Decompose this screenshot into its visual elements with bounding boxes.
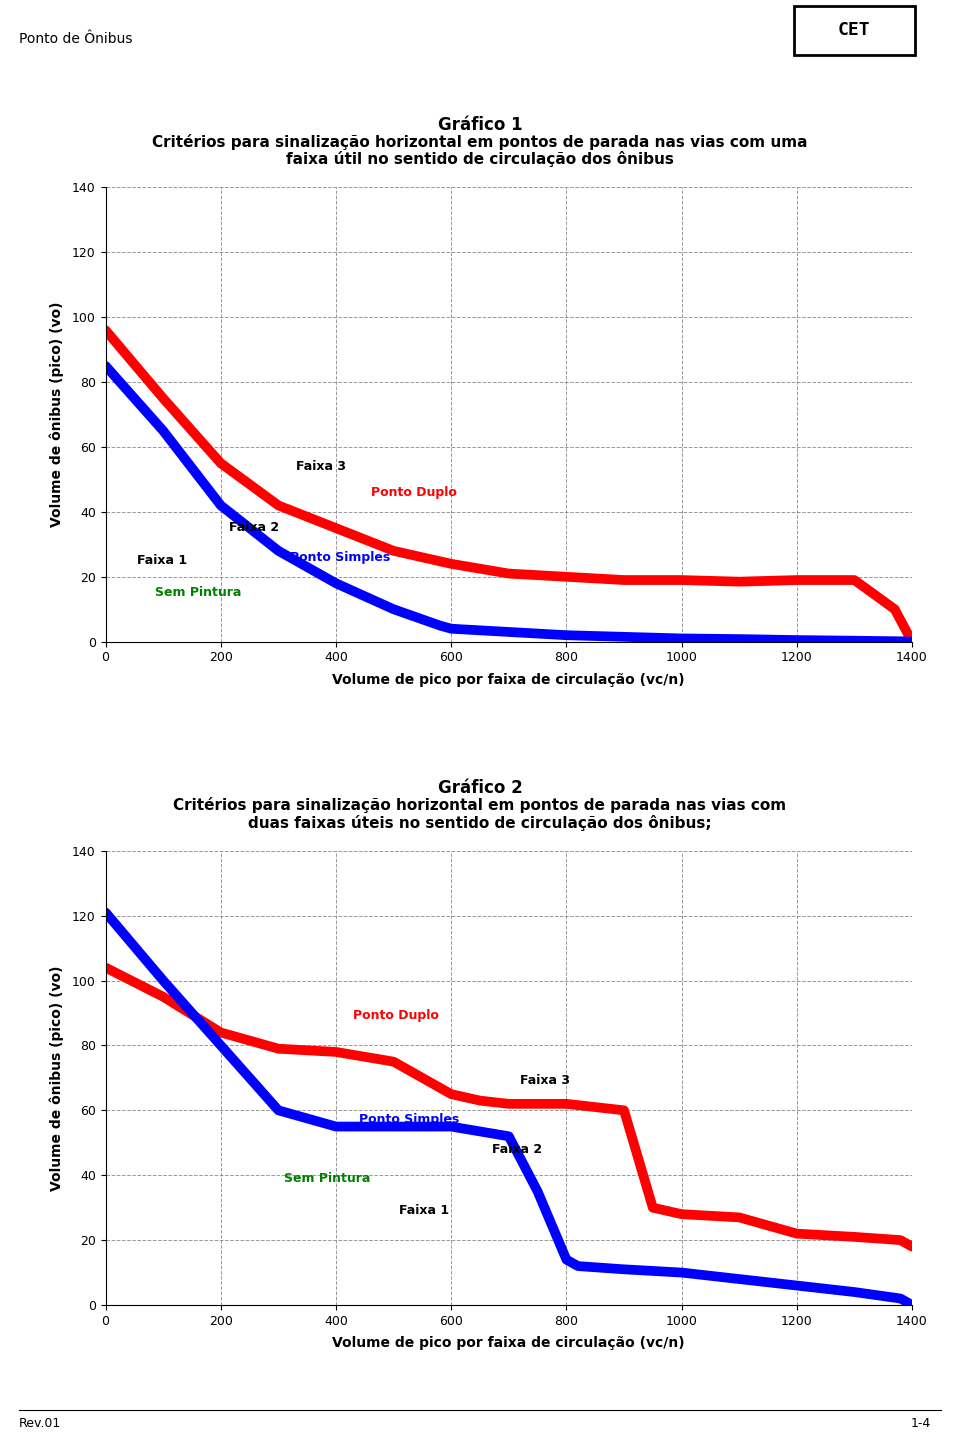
- X-axis label: Volume de pico por faixa de circulação (vc/n): Volume de pico por faixa de circulação (…: [332, 1337, 685, 1350]
- Text: Gráfico 1: Gráfico 1: [438, 117, 522, 134]
- Y-axis label: Volume de ônibus (pico) (vo): Volume de ônibus (pico) (vo): [49, 301, 63, 528]
- Text: Ponto Duplo: Ponto Duplo: [371, 486, 456, 499]
- Text: Critérios para sinalização horizontal em pontos de parada nas vias com uma: Critérios para sinalização horizontal em…: [153, 134, 807, 150]
- Text: Faixa 3: Faixa 3: [296, 460, 346, 473]
- Text: Rev.01: Rev.01: [19, 1416, 61, 1430]
- Text: 1-4: 1-4: [911, 1416, 931, 1430]
- X-axis label: Volume de pico por faixa de circulação (vc/n): Volume de pico por faixa de circulação (…: [332, 673, 685, 686]
- Text: Critérios para sinalização horizontal em pontos de parada nas vias com: Critérios para sinalização horizontal em…: [174, 797, 786, 813]
- Text: faixa útil no sentido de circulação dos ônibus: faixa útil no sentido de circulação dos …: [286, 151, 674, 167]
- Y-axis label: Volume de ônibus (pico) (vo): Volume de ônibus (pico) (vo): [49, 965, 63, 1191]
- Text: Faixa 3: Faixa 3: [520, 1074, 570, 1087]
- Text: Faixa 1: Faixa 1: [399, 1204, 449, 1217]
- Text: Ponto Simples: Ponto Simples: [359, 1113, 459, 1126]
- Text: Ponto de Ônibus: Ponto de Ônibus: [19, 32, 132, 46]
- Text: Sem Pintura: Sem Pintura: [155, 587, 241, 600]
- Text: Ponto Duplo: Ponto Duplo: [353, 1009, 439, 1022]
- Text: Gráfico 2: Gráfico 2: [438, 780, 522, 797]
- Text: CET: CET: [838, 22, 871, 39]
- Text: Faixa 2: Faixa 2: [492, 1142, 541, 1155]
- Text: Faixa 1: Faixa 1: [137, 554, 187, 567]
- Text: duas faixas úteis no sentido de circulação dos ônibus;: duas faixas úteis no sentido de circulaç…: [249, 815, 711, 831]
- Text: Ponto Simples: Ponto Simples: [290, 551, 390, 564]
- Text: Faixa 2: Faixa 2: [229, 522, 279, 535]
- Text: Sem Pintura: Sem Pintura: [284, 1172, 371, 1185]
